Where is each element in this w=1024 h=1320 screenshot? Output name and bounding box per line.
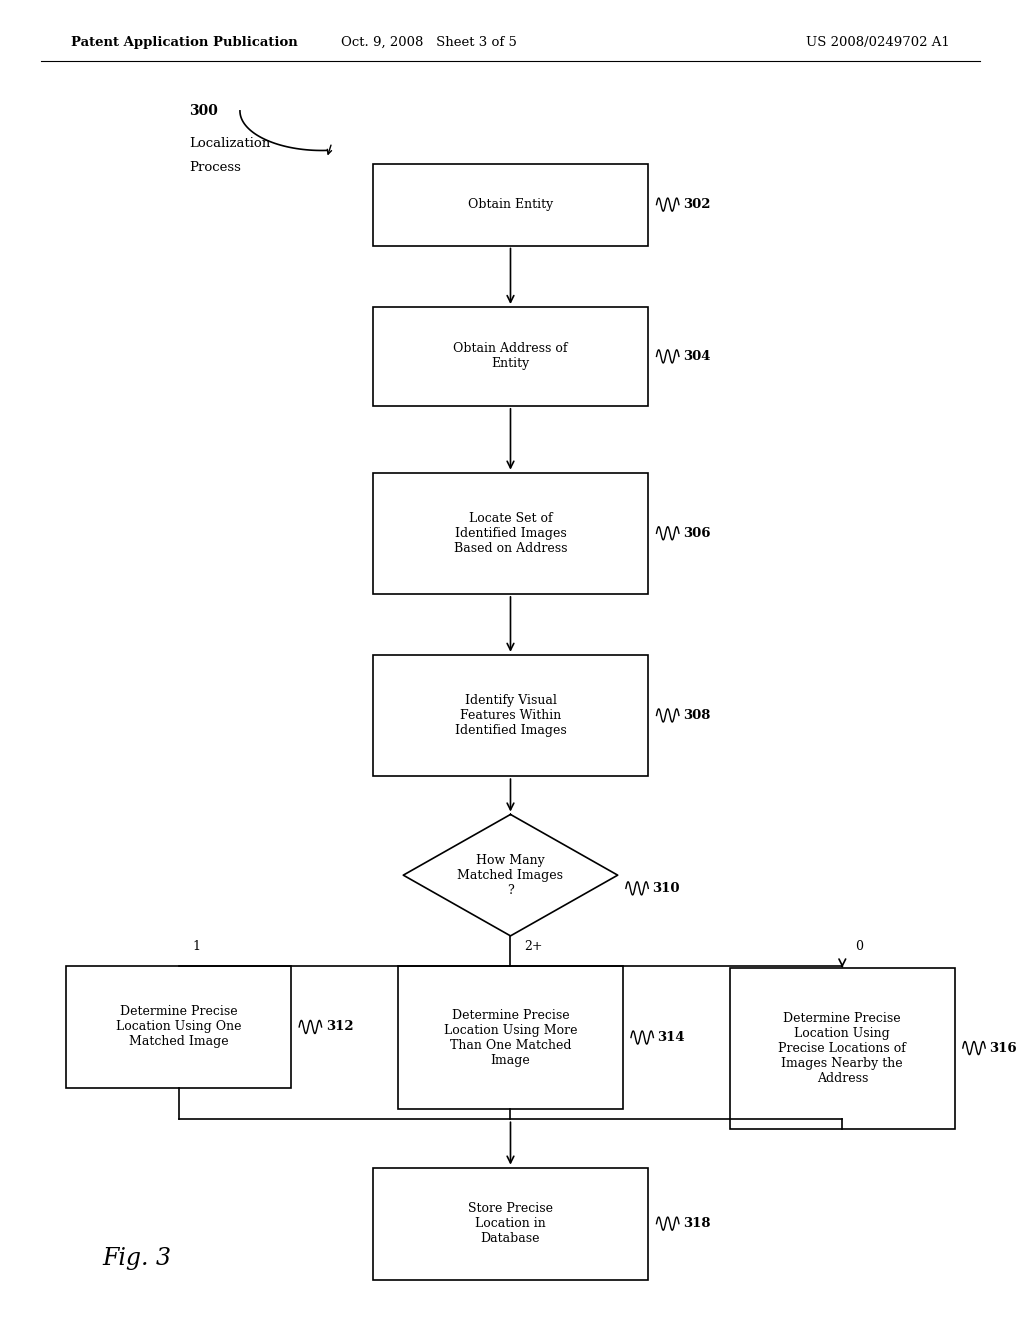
Text: Obtain Address of
Entity: Obtain Address of Entity	[454, 342, 567, 371]
Text: 310: 310	[652, 882, 680, 895]
Text: Fig. 3: Fig. 3	[102, 1247, 171, 1270]
Text: Locate Set of
Identified Images
Based on Address: Locate Set of Identified Images Based on…	[454, 512, 567, 554]
FancyBboxPatch shape	[373, 308, 648, 407]
Text: How Many
Matched Images
?: How Many Matched Images ?	[458, 854, 563, 896]
FancyBboxPatch shape	[373, 164, 648, 246]
Text: 302: 302	[683, 198, 711, 211]
Polygon shape	[403, 814, 617, 936]
Text: Obtain Entity: Obtain Entity	[468, 198, 553, 211]
Text: 306: 306	[683, 527, 711, 540]
FancyBboxPatch shape	[67, 966, 291, 1088]
Text: Determine Precise
Location Using One
Matched Image: Determine Precise Location Using One Mat…	[116, 1006, 242, 1048]
FancyBboxPatch shape	[373, 1168, 648, 1280]
Text: Determine Precise
Location Using More
Than One Matched
Image: Determine Precise Location Using More Th…	[443, 1008, 578, 1067]
Text: Patent Application Publication: Patent Application Publication	[72, 36, 298, 49]
Text: 1: 1	[191, 940, 200, 953]
Text: 304: 304	[683, 350, 711, 363]
FancyBboxPatch shape	[373, 655, 648, 776]
FancyBboxPatch shape	[398, 966, 623, 1109]
Text: 308: 308	[683, 709, 711, 722]
Text: 314: 314	[657, 1031, 685, 1044]
Text: 316: 316	[989, 1041, 1017, 1055]
Text: Determine Precise
Location Using
Precise Locations of
Images Nearby the
Address: Determine Precise Location Using Precise…	[778, 1011, 906, 1085]
Text: 2+: 2+	[523, 940, 543, 953]
Text: US 2008/0249702 A1: US 2008/0249702 A1	[806, 36, 949, 49]
Text: Localization: Localization	[188, 137, 270, 150]
FancyBboxPatch shape	[730, 968, 954, 1129]
Text: 300: 300	[188, 104, 218, 117]
Text: 312: 312	[326, 1020, 353, 1034]
Text: 318: 318	[683, 1217, 711, 1230]
Text: 0: 0	[856, 940, 863, 953]
Text: Identify Visual
Features Within
Identified Images: Identify Visual Features Within Identifi…	[455, 694, 566, 737]
Text: Process: Process	[188, 161, 241, 174]
FancyBboxPatch shape	[373, 473, 648, 594]
Text: Store Precise
Location in
Database: Store Precise Location in Database	[468, 1203, 553, 1245]
Text: Oct. 9, 2008   Sheet 3 of 5: Oct. 9, 2008 Sheet 3 of 5	[341, 36, 517, 49]
